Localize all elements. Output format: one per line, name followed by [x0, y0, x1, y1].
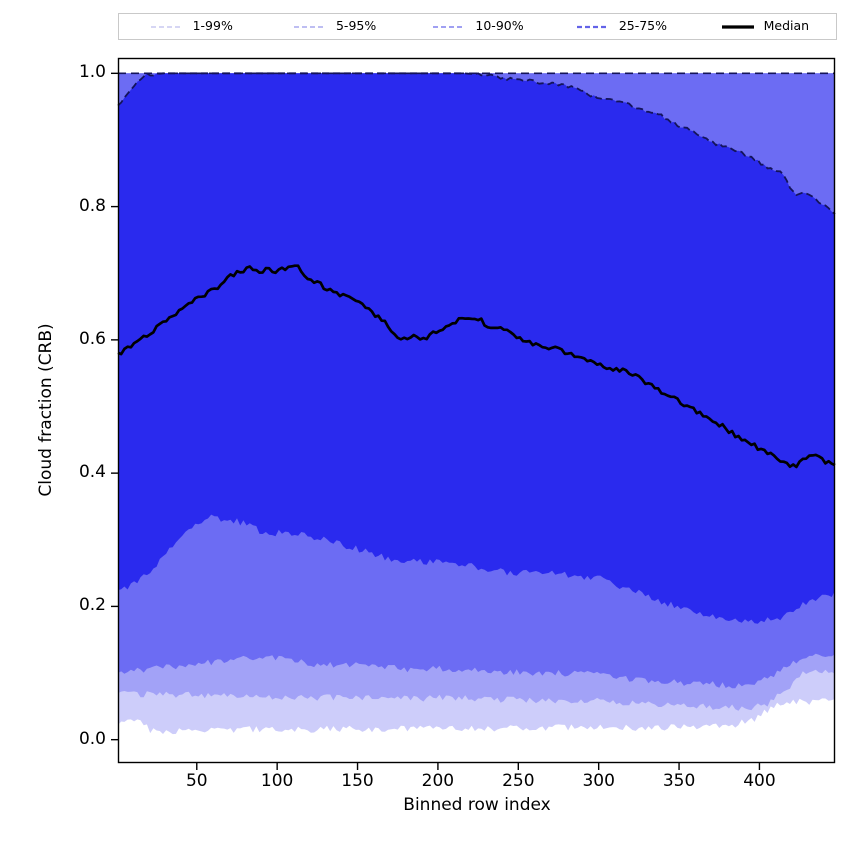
y-tick-label: 0.6: [78, 328, 106, 349]
legend-label: 10-90%: [475, 18, 524, 34]
plot-area: [111, 57, 836, 770]
band-25-75%: [118, 73, 835, 624]
y-tick-label: 0.8: [78, 195, 106, 216]
legend-item-1-99: 1-99%: [119, 20, 262, 33]
x-axis-label: Binned row index: [403, 795, 551, 815]
legend-item-median: Median: [693, 20, 836, 33]
y-tick-label: 0.4: [78, 462, 106, 483]
p75-boundary-line: [117, 72, 836, 215]
x-tick-label: 150: [341, 771, 374, 791]
x-tick-label: 100: [260, 771, 294, 791]
x-tick-label: 300: [582, 771, 615, 791]
y-tick-label: 0.2: [78, 595, 106, 616]
y-tick-label: 0.0: [78, 728, 106, 749]
dashed-line-icon: [433, 25, 466, 28]
plot-border: [117, 57, 836, 764]
x-tick-label: 200: [421, 771, 455, 791]
solid-line-icon: [721, 24, 754, 29]
legend-item-5-95: 5-95%: [262, 20, 405, 33]
legend-label: 5-95%: [335, 18, 377, 34]
legend: 1-99% 5-95% 10-90% 25-75% Median: [118, 13, 837, 40]
legend-item-25-75: 25-75%: [549, 20, 692, 33]
y-tick-label: 1.0: [78, 62, 106, 83]
legend-item-10-90: 10-90%: [406, 20, 549, 33]
x-tick-label: 350: [662, 771, 696, 791]
legend-label: 1-99%: [192, 18, 233, 34]
x-tick-label: 400: [743, 771, 776, 791]
x-tick-label: 250: [502, 771, 535, 791]
dashed-line-icon: [576, 25, 609, 28]
legend-label: Median: [763, 18, 810, 34]
legend-label: 25-75%: [618, 18, 668, 34]
x-tick-label: 50: [185, 771, 208, 791]
dashed-line-icon: [293, 25, 326, 28]
median-line: [117, 264, 836, 469]
dashed-line-icon: [150, 25, 183, 28]
